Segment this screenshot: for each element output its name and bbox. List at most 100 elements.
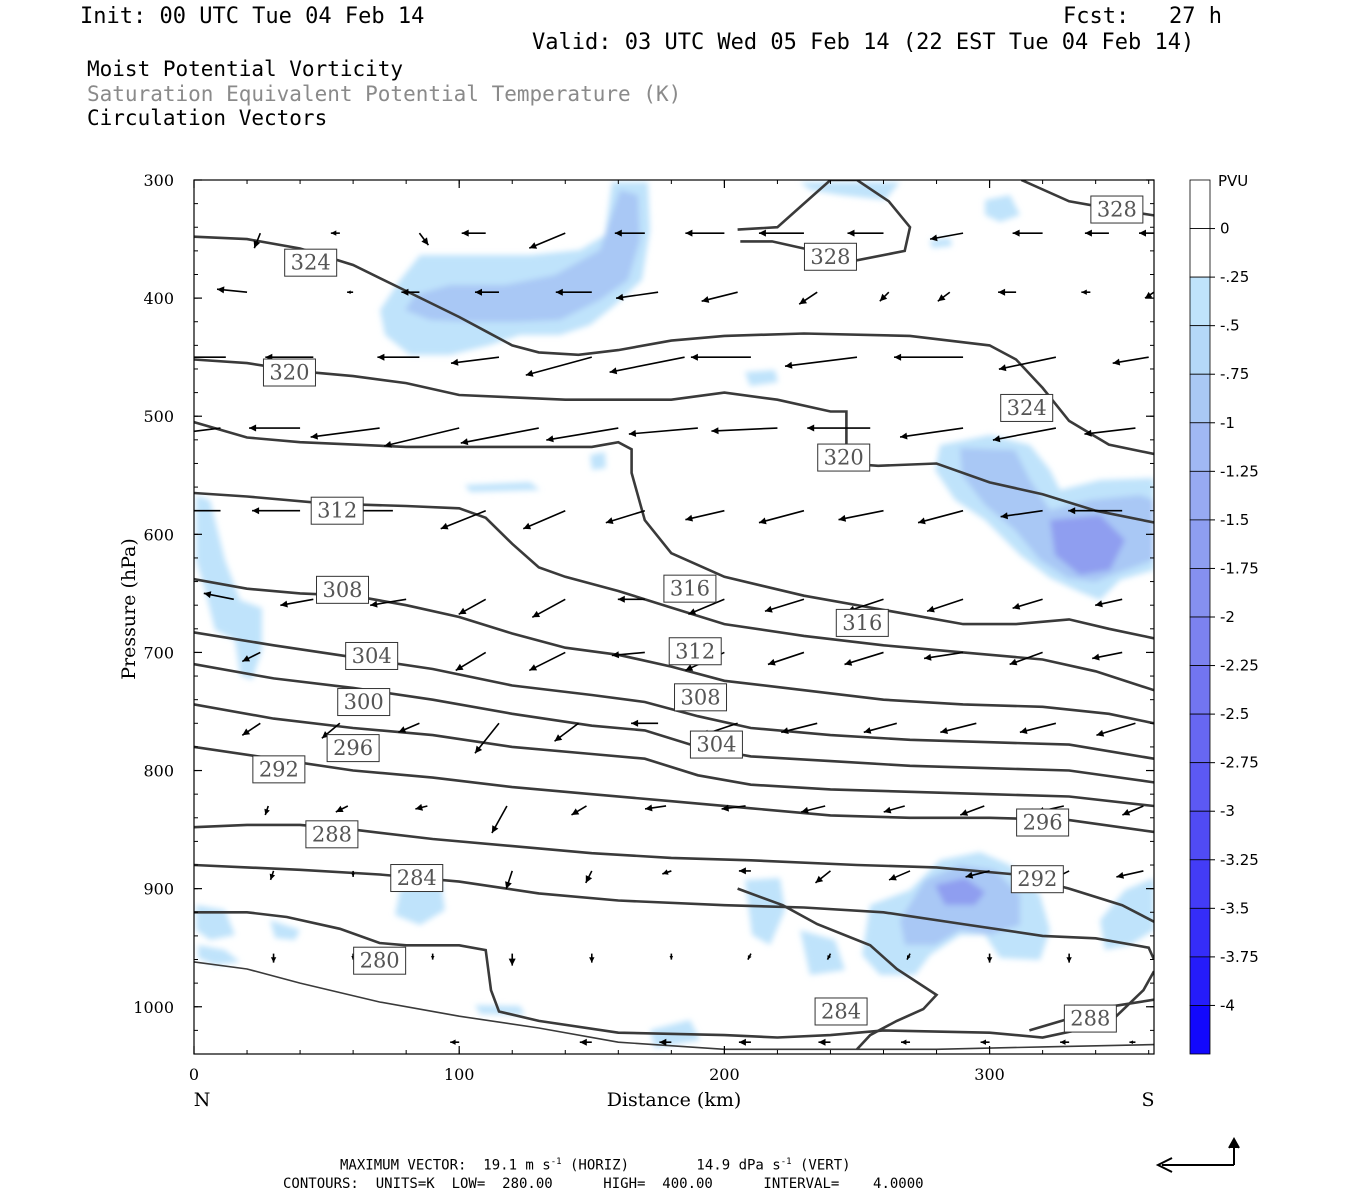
circulation-vector xyxy=(747,953,752,960)
circulation-vector xyxy=(241,722,261,736)
circulation-vector xyxy=(310,427,380,440)
circulation-vector xyxy=(917,509,964,525)
colorbar-segment xyxy=(1189,1005,1211,1055)
circulation-vector xyxy=(269,870,276,881)
circulation-vector xyxy=(807,424,871,432)
theta-e-contour-line xyxy=(737,887,939,1051)
circulation-vector xyxy=(798,291,818,305)
contour-info-text: CONTOURS: UNITS=K LOW= 280.00 HIGH= 400.… xyxy=(283,1176,924,1192)
max-vector-text: MAXIMUM VECTOR: 19.1 m s-1 (HORIZ) 14.9 … xyxy=(340,1157,851,1174)
colorbar-tick-label: -.5 xyxy=(1220,317,1240,335)
colorbar-tick-label: -3 xyxy=(1220,802,1235,820)
circulation-vector xyxy=(555,288,592,296)
circulation-vector xyxy=(1096,722,1136,737)
colorbar-tick-label: -1.25 xyxy=(1220,462,1259,480)
circulation-vector xyxy=(923,651,964,661)
colorbar-segment xyxy=(1189,373,1211,424)
circulation-vector xyxy=(1116,870,1144,879)
contour-label-box xyxy=(1016,808,1070,837)
colorbar-tick-label: -3.75 xyxy=(1220,948,1259,966)
circulation-vector xyxy=(253,232,262,249)
circulation-vector xyxy=(838,509,884,522)
circulation-vector xyxy=(758,229,804,237)
x-tick-label: 300 xyxy=(974,1065,1005,1084)
circulation-vector xyxy=(430,953,435,960)
circulation-vector xyxy=(1122,805,1144,816)
pv-area xyxy=(745,878,785,945)
circulation-vector xyxy=(264,805,270,816)
circulation-vector xyxy=(585,870,593,884)
colorbar-segment xyxy=(1189,859,1211,909)
contour-label-box xyxy=(663,574,717,603)
colorbar-segment xyxy=(1189,276,1211,327)
circulation-vector xyxy=(347,290,354,294)
contour-label: 324 xyxy=(1007,396,1047,420)
theta-e-contour-line xyxy=(194,662,1154,784)
colorbar-segment xyxy=(1189,470,1211,521)
circulation-vector xyxy=(685,509,725,522)
colorbar-segment xyxy=(1189,568,1211,618)
circulation-vector xyxy=(929,232,964,242)
circulation-vector xyxy=(249,424,301,432)
y-tick-label: 1000 xyxy=(133,998,174,1017)
circulation-vector xyxy=(335,805,349,813)
colorbar-tick-label: -2.5 xyxy=(1220,705,1249,723)
circulation-vector xyxy=(940,722,977,734)
theta-e-contour-line xyxy=(194,911,1154,1039)
circulation-vector xyxy=(194,427,221,433)
pv-shading xyxy=(196,182,1154,1048)
circulation-vector xyxy=(1084,229,1109,237)
contour-label-box xyxy=(803,242,857,271)
contour-label: 316 xyxy=(670,577,710,601)
pv-area xyxy=(465,482,540,492)
circulation-vector xyxy=(883,805,905,814)
circulation-vector xyxy=(899,427,964,440)
pv-area xyxy=(405,190,640,322)
init-time: Init: 00 UTC Tue 04 Feb 14 xyxy=(80,4,425,29)
contour-label: 304 xyxy=(696,733,736,757)
colorbar-segment xyxy=(1189,325,1211,375)
circulation-vector xyxy=(901,1039,911,1045)
contour-label: 284 xyxy=(821,999,861,1023)
circulation-vector xyxy=(844,651,884,666)
circulation-vector xyxy=(450,356,500,366)
colorbar-tick-label: -3.5 xyxy=(1220,899,1249,917)
pv-area xyxy=(745,370,778,386)
colorbar-tick-label: -1 xyxy=(1220,414,1235,432)
colorbar-segment xyxy=(1189,810,1211,861)
colorbar-segment xyxy=(1189,762,1211,812)
circulation-vector xyxy=(1060,1039,1070,1045)
circulation-vector xyxy=(508,953,516,966)
contour-label: 308 xyxy=(322,578,362,602)
contour-label: 300 xyxy=(344,690,384,714)
x-tick-label: 0 xyxy=(189,1065,199,1084)
pv-area xyxy=(270,920,300,940)
contour-label: 316 xyxy=(842,611,882,635)
circulation-vector xyxy=(203,591,234,601)
circulation-vector xyxy=(662,869,672,875)
circulation-vector xyxy=(980,1039,990,1045)
circulation-vector xyxy=(418,232,430,246)
circulation-vector xyxy=(688,598,725,616)
colorbar-tick-label: -2.75 xyxy=(1220,754,1259,772)
x-tick-label: 100 xyxy=(444,1065,475,1084)
colorbar-segment xyxy=(1189,713,1211,764)
circulation-vector xyxy=(1009,651,1043,666)
circulation-vector xyxy=(546,427,619,443)
contour-label: 296 xyxy=(1023,811,1063,835)
contour-label: 296 xyxy=(333,736,373,760)
colorbar-tick-label: -4 xyxy=(1220,996,1235,1014)
circulation-vector xyxy=(617,595,645,603)
reference-vector xyxy=(1155,1136,1240,1173)
forecast-hour: Fcst: 27 h xyxy=(1063,4,1222,29)
contour-label: 288 xyxy=(312,822,352,846)
circulation-vector xyxy=(764,598,805,613)
pv-area xyxy=(196,905,235,940)
circulation-vector xyxy=(959,805,985,816)
circulation-vector xyxy=(690,353,751,361)
pv-area xyxy=(198,945,240,965)
circulation-vector xyxy=(986,953,993,963)
circulation-vector xyxy=(401,288,420,296)
colorbar-segment xyxy=(1189,665,1211,715)
